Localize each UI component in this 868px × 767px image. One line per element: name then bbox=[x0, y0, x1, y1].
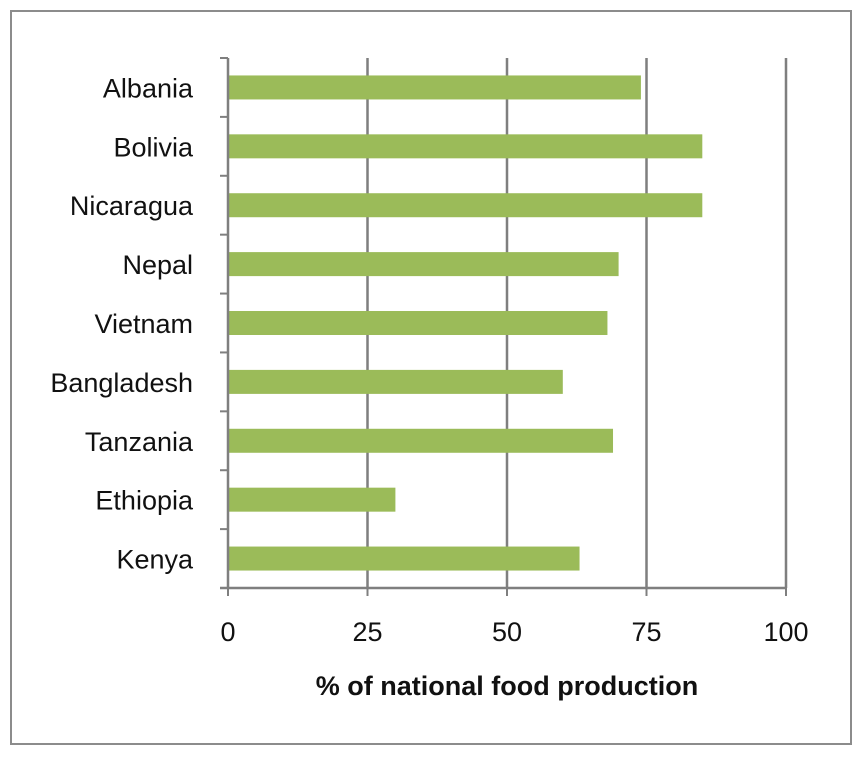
y-category-label: Ethiopia bbox=[95, 486, 194, 516]
x-tick-label: 50 bbox=[492, 617, 522, 647]
y-category-label: Nepal bbox=[122, 250, 193, 280]
bar-bolivia bbox=[228, 134, 703, 159]
bar-nepal bbox=[228, 252, 619, 277]
bar-vietnam bbox=[228, 311, 608, 335]
x-tick-label: 75 bbox=[631, 617, 661, 647]
x-tick-label: 0 bbox=[220, 617, 235, 647]
y-category-label: Kenya bbox=[116, 545, 194, 575]
y-category-label: Tanzania bbox=[85, 427, 194, 457]
y-category-label: Bolivia bbox=[113, 132, 194, 162]
axis-layer bbox=[220, 57, 787, 596]
x-tick-label: 25 bbox=[352, 617, 382, 647]
bar-layer bbox=[228, 75, 703, 571]
x-tick-label: 100 bbox=[763, 617, 808, 647]
label-layer: 0 25 50 75 100 Albania Bolivia Nicaragua Nepal Vi… bbox=[50, 73, 808, 647]
bar-tanzania bbox=[228, 428, 614, 453]
y-category-label: Nicaragua bbox=[70, 191, 194, 221]
x-axis-title: % of national food production bbox=[316, 671, 698, 701]
bar-albania bbox=[228, 75, 641, 100]
y-category-label: Vietnam bbox=[94, 309, 193, 339]
bar-ethiopia bbox=[228, 487, 396, 512]
bar-kenya bbox=[228, 546, 580, 571]
y-category-label: Bangladesh bbox=[50, 368, 193, 398]
bar-bangladesh bbox=[228, 369, 563, 394]
y-category-label: Albania bbox=[103, 73, 194, 103]
bar-nicaragua bbox=[228, 193, 703, 218]
